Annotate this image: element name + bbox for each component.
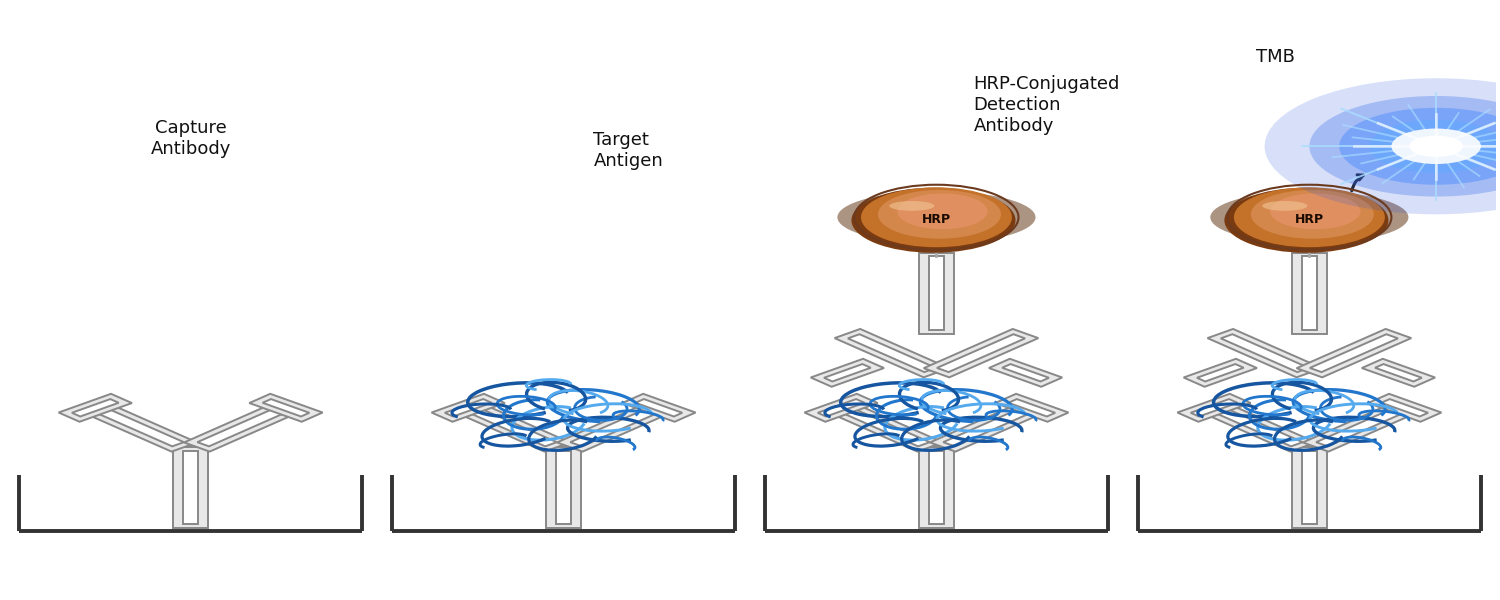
- Polygon shape: [828, 403, 944, 452]
- Polygon shape: [1197, 364, 1243, 382]
- Circle shape: [1270, 193, 1360, 229]
- Circle shape: [861, 187, 1012, 247]
- Circle shape: [1234, 187, 1385, 247]
- Polygon shape: [928, 256, 945, 330]
- Circle shape: [1410, 136, 1462, 157]
- Polygon shape: [804, 394, 877, 422]
- Polygon shape: [834, 329, 950, 377]
- Polygon shape: [446, 399, 492, 416]
- Ellipse shape: [890, 201, 934, 211]
- Polygon shape: [824, 364, 872, 382]
- Polygon shape: [928, 451, 945, 524]
- Polygon shape: [58, 394, 132, 422]
- Polygon shape: [249, 394, 322, 422]
- Circle shape: [878, 190, 1001, 239]
- Polygon shape: [924, 329, 1038, 377]
- Polygon shape: [183, 451, 198, 524]
- Polygon shape: [930, 403, 1044, 452]
- Polygon shape: [988, 359, 1062, 387]
- Polygon shape: [818, 399, 864, 416]
- Circle shape: [1340, 108, 1500, 185]
- Circle shape: [1264, 78, 1500, 214]
- Polygon shape: [556, 403, 672, 452]
- Polygon shape: [1368, 394, 1442, 422]
- Polygon shape: [920, 447, 954, 528]
- Polygon shape: [622, 394, 696, 422]
- Text: HRP: HRP: [922, 212, 951, 226]
- Polygon shape: [1316, 409, 1404, 446]
- Polygon shape: [468, 409, 556, 446]
- Polygon shape: [920, 253, 954, 334]
- Polygon shape: [1382, 399, 1428, 416]
- Text: HRP-Conjugated
Detection
Antibody: HRP-Conjugated Detection Antibody: [974, 75, 1120, 135]
- Circle shape: [1370, 119, 1500, 173]
- Circle shape: [1224, 188, 1389, 253]
- Polygon shape: [1302, 451, 1317, 524]
- Polygon shape: [1292, 253, 1326, 334]
- Polygon shape: [1191, 399, 1237, 416]
- Polygon shape: [1002, 364, 1048, 382]
- Polygon shape: [96, 409, 184, 446]
- Polygon shape: [1376, 364, 1422, 382]
- Polygon shape: [456, 403, 570, 452]
- Polygon shape: [944, 409, 1032, 446]
- Polygon shape: [1304, 403, 1418, 452]
- Polygon shape: [1178, 394, 1251, 422]
- Circle shape: [897, 193, 987, 229]
- Polygon shape: [1008, 399, 1054, 416]
- Polygon shape: [184, 403, 298, 452]
- Polygon shape: [1292, 447, 1326, 528]
- Polygon shape: [82, 403, 196, 452]
- Polygon shape: [72, 399, 118, 416]
- Polygon shape: [636, 399, 682, 416]
- Circle shape: [852, 188, 1016, 253]
- Polygon shape: [570, 409, 658, 446]
- Polygon shape: [847, 334, 936, 372]
- Polygon shape: [994, 394, 1068, 422]
- Polygon shape: [1202, 403, 1316, 452]
- Polygon shape: [555, 451, 572, 524]
- Polygon shape: [1208, 329, 1322, 377]
- Polygon shape: [198, 409, 285, 446]
- Polygon shape: [262, 399, 309, 416]
- Text: TMB: TMB: [1256, 49, 1294, 67]
- Text: Target
Antigen: Target Antigen: [594, 131, 663, 170]
- Polygon shape: [1296, 329, 1412, 377]
- Polygon shape: [842, 409, 930, 446]
- Polygon shape: [1310, 334, 1398, 372]
- Ellipse shape: [837, 191, 1035, 244]
- Polygon shape: [174, 447, 208, 528]
- Polygon shape: [810, 359, 883, 387]
- Polygon shape: [1184, 359, 1257, 387]
- Circle shape: [1310, 96, 1500, 197]
- Circle shape: [1251, 190, 1374, 239]
- Polygon shape: [938, 334, 1024, 372]
- Polygon shape: [432, 394, 506, 422]
- Circle shape: [1392, 128, 1480, 164]
- Ellipse shape: [1262, 201, 1308, 211]
- Polygon shape: [1362, 359, 1436, 387]
- Text: Capture
Antibody: Capture Antibody: [150, 119, 231, 158]
- Polygon shape: [1215, 409, 1302, 446]
- Ellipse shape: [1210, 191, 1408, 244]
- Text: HRP: HRP: [1294, 212, 1324, 226]
- Polygon shape: [1302, 256, 1317, 330]
- Polygon shape: [546, 447, 580, 528]
- Polygon shape: [1221, 334, 1310, 372]
